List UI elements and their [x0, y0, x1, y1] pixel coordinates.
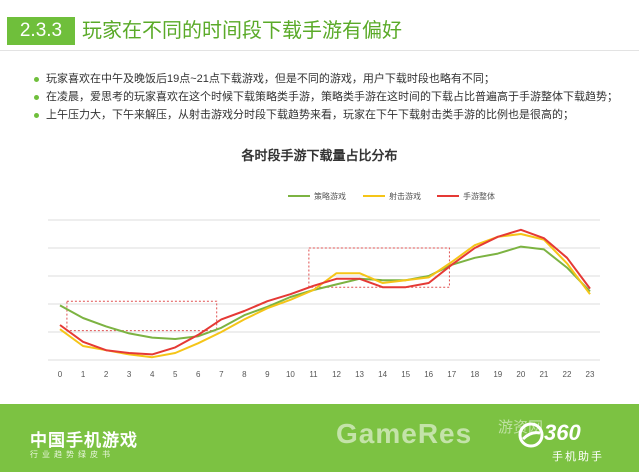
legend-label: 射击游戏: [389, 191, 421, 201]
logo-icon: [518, 422, 544, 448]
section-number: 2.3.3: [7, 17, 75, 45]
bullet-dot: [34, 77, 39, 82]
x-tick-label: 17: [447, 370, 456, 379]
series-line: [59, 245, 591, 340]
page-title: 玩家在不同的时间段下载手游有偏好: [82, 20, 402, 42]
x-tick-label: 11: [309, 370, 318, 379]
x-tick-label: 14: [378, 370, 387, 379]
x-tick-label: 15: [401, 370, 410, 379]
bullet-text: 玩家喜欢在中午及晚饭后19点~21点下载游戏，但是不同的游戏，用户下载时段也略有…: [46, 73, 495, 85]
footer-bar: 中国手机游戏 行业趋势绿皮书 GameRes 游资网 360 手机助手: [0, 404, 639, 472]
footer-brand-title: 中国手机游戏: [30, 431, 138, 450]
footer-brand-subtitle: 行业趋势绿皮书: [30, 450, 114, 459]
x-tick-label: 23: [586, 370, 595, 379]
x-tick-label: 12: [332, 370, 341, 379]
page-header: 2.3.3 玩家在不同的时间段下载手游有偏好: [0, 0, 639, 58]
chart-title: 各时段手游下载量占比分布: [241, 148, 398, 163]
x-tick-label: 1: [81, 370, 86, 379]
x-tick-label: 7: [219, 370, 224, 379]
x-tick-label: 13: [355, 370, 364, 379]
highlight-box: [66, 300, 218, 332]
header-divider: [0, 50, 639, 51]
x-tick-label: 0: [58, 370, 63, 379]
series-line: [59, 228, 591, 356]
x-tick-label: 22: [563, 370, 572, 379]
x-tick-label: 19: [493, 370, 502, 379]
logo-number: 360: [544, 420, 581, 445]
series-line: [59, 233, 591, 359]
x-tick-label: 2: [104, 370, 109, 379]
bullet-text: 在凌晨，爱思考的玩家喜欢在这个时候下载策略类手游，策略类手游在这时间的下载占比普…: [46, 91, 618, 103]
bullet-item: 在凌晨，爱思考的玩家喜欢在这个时候下载策略类手游，策略类手游在这时间的下载占比普…: [32, 88, 632, 106]
watermark-text: GameRes: [336, 418, 473, 449]
x-tick-label: 3: [127, 370, 132, 379]
bullet-dot: [34, 113, 39, 118]
bullet-item: 玩家喜欢在中午及晚饭后19点~21点下载游戏，但是不同的游戏，用户下载时段也略有…: [32, 70, 632, 88]
x-tick-label: 20: [516, 370, 525, 379]
legend-label: 手游整体: [463, 191, 495, 201]
x-tick-label: 5: [173, 370, 178, 379]
legend-label: 策略游戏: [314, 191, 346, 201]
line-chart: 0 1 2 3 4 5 6 7 8 9 10 11 12 13 14 15 16 17 18 19 20 21 22 23策略…: [48, 191, 600, 379]
logo-subtitle: 手机助手: [552, 451, 604, 463]
x-tick-label: 16: [424, 370, 433, 379]
bullet-text: 上午压力大，下午来解压，从射击游戏分时段下载趋势来看，玩家在下午下载射击类手游的…: [46, 109, 574, 121]
x-tick-label: 21: [539, 370, 548, 379]
x-tick-label: 8: [242, 370, 247, 379]
x-tick-label: 10: [286, 370, 295, 379]
x-tick-label: 6: [196, 370, 201, 379]
bullet-item: 上午压力大，下午来解压，从射击游戏分时段下载趋势来看，玩家在下午下载射击类手游的…: [32, 106, 632, 124]
bullet-list: 玩家喜欢在中午及晚饭后19点~21点下载游戏，但是不同的游戏，用户下载时段也略有…: [32, 70, 632, 124]
x-tick-label: 9: [265, 370, 270, 379]
bullet-dot: [34, 95, 39, 100]
x-tick-label: 4: [150, 370, 155, 379]
x-tick-label: 18: [470, 370, 479, 379]
